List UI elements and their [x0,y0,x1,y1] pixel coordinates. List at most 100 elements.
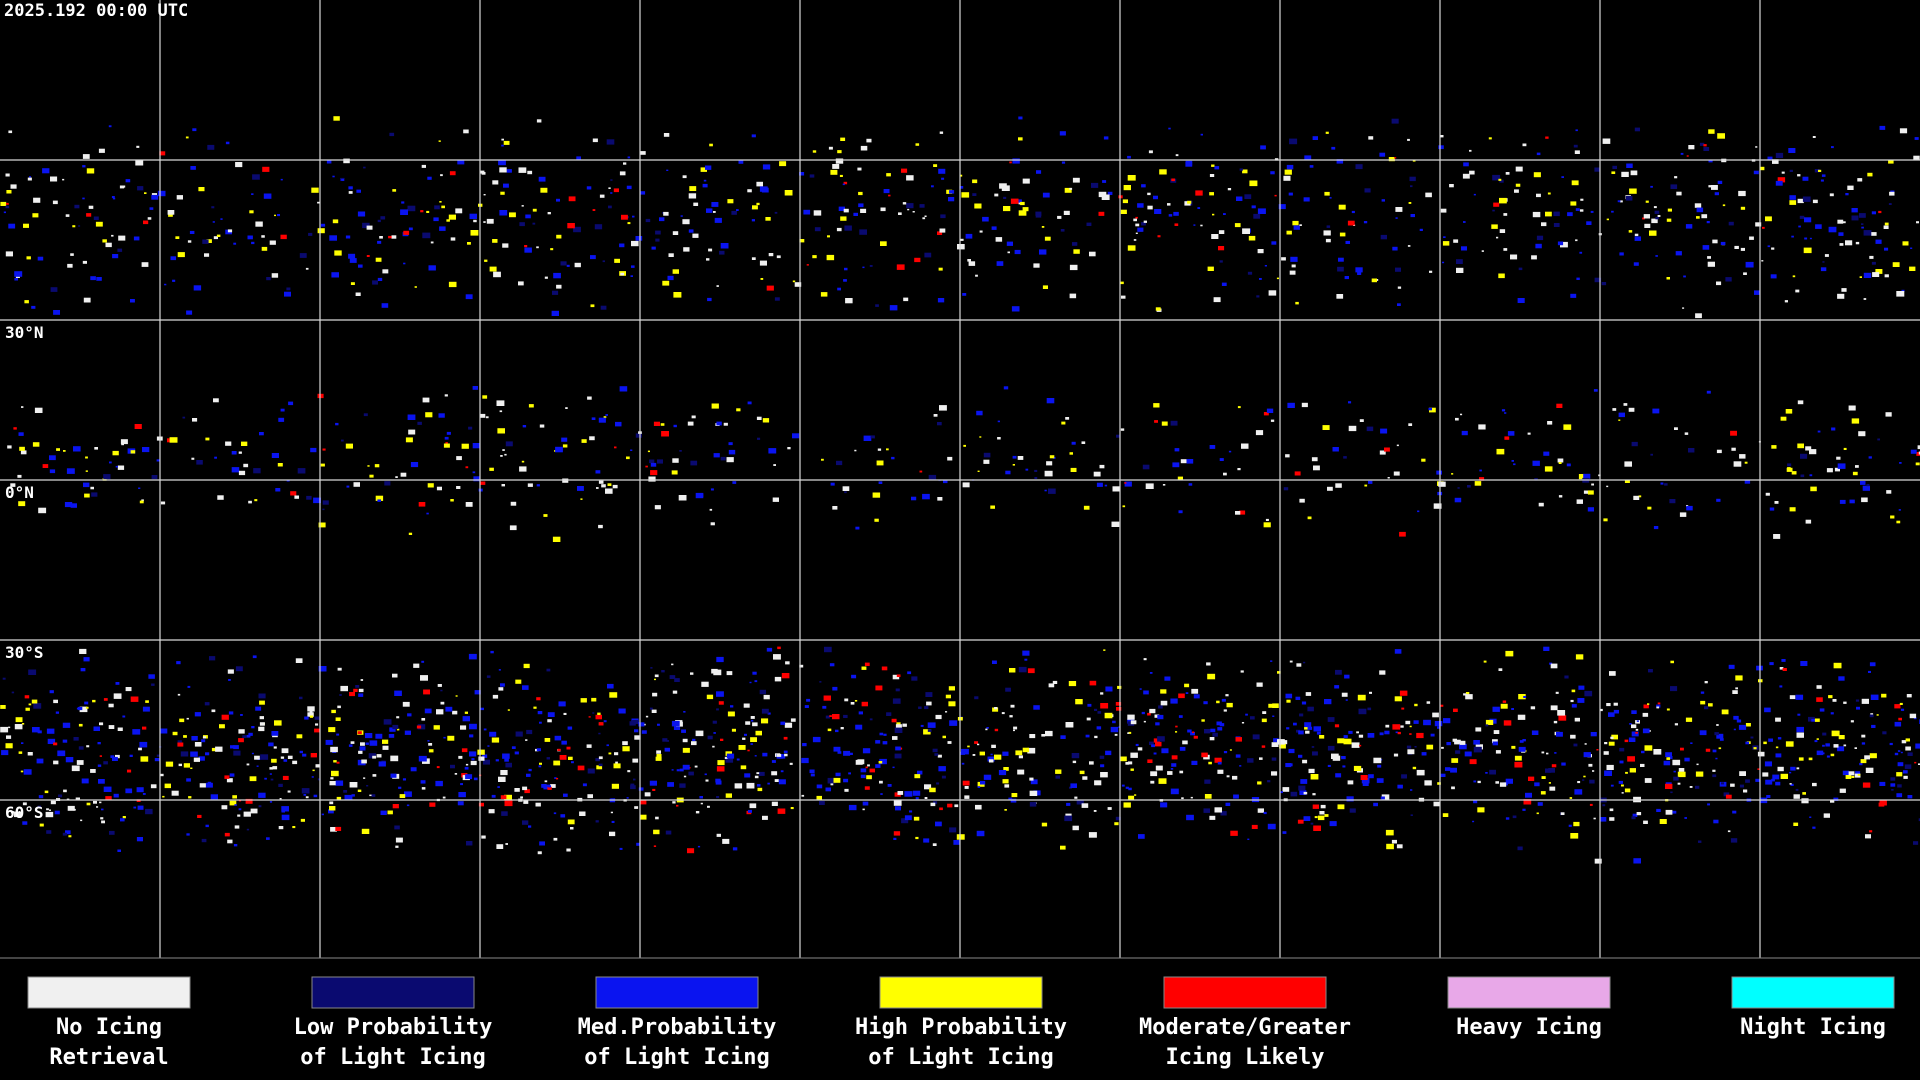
icing-pixel [209,656,216,661]
icing-pixel [134,424,142,429]
icing-pixel [1745,723,1751,727]
icing-pixel [774,297,780,301]
icing-pixel [1242,169,1248,174]
icing-pixel [621,214,628,220]
icing-pixel [322,508,325,511]
icing-pixel [1915,462,1920,466]
icing-pixel [1888,159,1894,164]
icing-pixel [1811,718,1816,722]
icing-pixel [377,499,381,502]
icing-pixel [1242,228,1250,234]
icing-pixel [210,794,218,800]
icing-pixel [1162,484,1166,486]
icing-pixel [1728,221,1734,226]
icing-pixel [377,219,381,223]
icing-pixel [417,421,422,425]
icing-pixel [1695,313,1702,319]
icing-pixel [177,252,185,258]
icing-pixel [893,837,897,840]
icing-pixel [1670,686,1678,692]
icing-pixel [93,726,100,731]
icing-pixel [742,737,746,740]
icing-pixel [632,720,638,725]
icing-pixel [755,730,762,736]
icing-pixel [1442,261,1445,264]
icing-pixel [82,260,87,264]
icing-pixel [999,183,1007,189]
icing-pixel [313,497,321,504]
icing-pixel [1424,780,1432,786]
icing-pixel [1072,825,1079,831]
icing-pixel [630,275,633,277]
icing-pixel [1170,420,1178,426]
icing-pixel [467,242,471,245]
icing-pixel [1394,696,1402,702]
icing-pixel [1797,443,1804,449]
icing-pixel [1863,272,1872,278]
icing-pixel [622,746,630,752]
icing-pixel [434,205,440,210]
icing-pixel [1335,669,1342,675]
icing-pixel [465,763,469,766]
icing-pixel [1379,670,1386,675]
icing-pixel [450,764,455,769]
icing-pixel [547,719,552,723]
icing-pixel [869,768,875,773]
icing-pixel [1891,789,1894,791]
icing-pixel [38,795,44,799]
icing-pixel [1112,486,1120,492]
icing-pixel [367,465,370,467]
icing-pixel [233,745,239,750]
icing-pixel [205,824,209,828]
icing-pixel [849,752,853,755]
icing-pixel [1596,749,1599,751]
icing-pixel [1583,775,1586,778]
icing-pixel [84,701,89,705]
icing-pixel [682,764,690,770]
icing-pixel [1903,775,1908,779]
icing-pixel [1257,781,1262,785]
icing-pixel [249,776,257,782]
icing-pixel [1665,752,1672,757]
icing-pixel [928,474,937,481]
icing-pixel [1812,826,1816,829]
icing-pixel [848,772,851,775]
icing-pixel [99,722,104,726]
icing-pixel [792,280,796,283]
icing-pixel [977,786,981,788]
icing-pixel [1200,224,1203,227]
icing-pixel [179,718,185,723]
icing-pixel [238,738,244,743]
icing-pixel [1889,191,1895,196]
icing-pixel [102,239,107,243]
icing-pixel [1395,217,1398,219]
icing-pixel [348,744,353,747]
icing-pixel [566,848,571,852]
icing-pixel [1897,784,1902,788]
icing-pixel [842,486,850,491]
icing-pixel [1862,782,1871,788]
icing-pixel [452,710,458,715]
icing-pixel [1744,461,1748,464]
icing-pixel [994,707,998,710]
icing-pixel [36,758,44,764]
icing-pixel [477,749,485,755]
icing-pixel [273,746,277,749]
icing-pixel [358,693,364,697]
icing-pixel [436,766,440,769]
icing-pixel [1368,136,1374,140]
icing-pixel [716,833,721,837]
icing-pixel [927,722,936,728]
icing-pixel [199,783,206,788]
icing-pixel [1496,448,1505,455]
icing-pixel [813,210,822,216]
icing-pixel [1305,730,1310,734]
icing-pixel [1137,227,1144,232]
icing-pixel [1536,235,1544,241]
icing-pixel [1127,155,1131,159]
icing-pixel [1349,808,1356,813]
icing-pixel [1256,295,1260,298]
icing-pixel [1793,794,1800,799]
icing-pixel [1451,758,1459,763]
icing-pixel [1534,478,1538,481]
